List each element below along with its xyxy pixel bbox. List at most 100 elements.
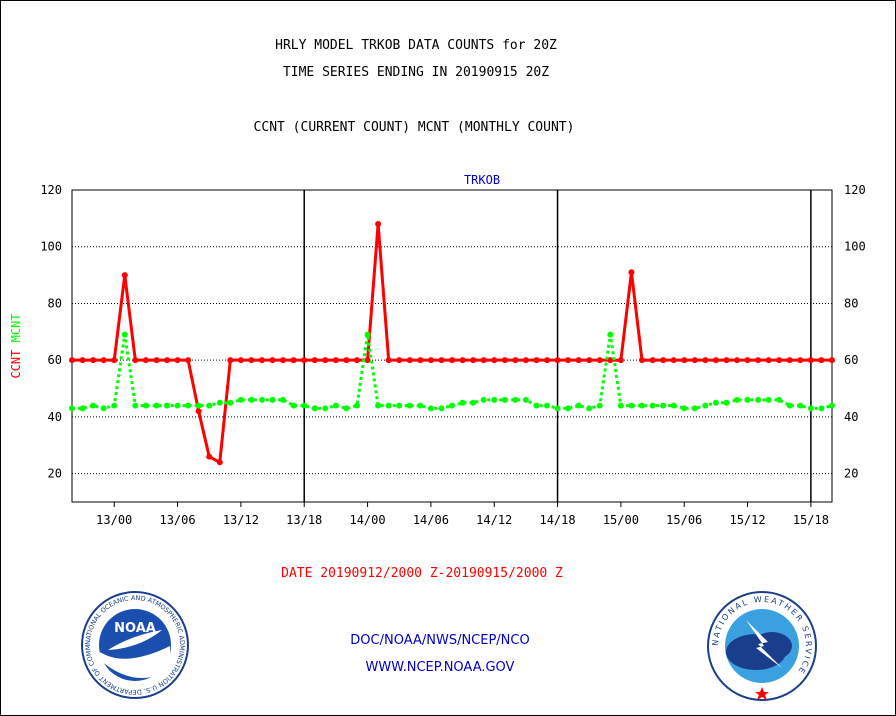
data-point-ccnt [639, 357, 645, 364]
y-tick-label-right: 40 [844, 410, 858, 424]
data-point-ccnt [354, 357, 360, 364]
data-point-ccnt [807, 357, 814, 364]
data-point-mcnt [269, 396, 276, 403]
y-tick-label-left: 120 [40, 183, 62, 197]
data-point-mcnt [132, 402, 139, 409]
data-point-ccnt [290, 357, 297, 364]
x-tick-label: 15/18 [793, 513, 829, 527]
y-tick-label-right: 60 [844, 353, 858, 367]
y-tick-label-left: 20 [48, 467, 62, 481]
data-point-mcnt [765, 396, 772, 403]
data-point-mcnt [69, 405, 75, 412]
data-point-mcnt [100, 405, 107, 412]
data-point-ccnt [248, 357, 255, 364]
nws-logo: NATIONAL WEATHER SERVICE [707, 591, 817, 701]
data-point-ccnt [533, 357, 540, 364]
data-point-ccnt [491, 357, 498, 364]
data-point-mcnt [90, 402, 97, 409]
x-tick-label: 13/06 [159, 513, 195, 527]
agency-label: DOC/NOAA/NWS/NCEP/NCO [350, 633, 530, 648]
data-point-mcnt [586, 405, 593, 412]
data-point-mcnt [533, 402, 540, 409]
data-point-mcnt [375, 402, 382, 409]
data-point-ccnt [111, 357, 118, 364]
data-point-mcnt [702, 402, 709, 409]
data-point-mcnt [311, 405, 318, 412]
data-point-mcnt [449, 402, 455, 409]
data-point-ccnt [501, 357, 508, 364]
data-point-mcnt [776, 396, 783, 403]
data-point-mcnt [596, 402, 603, 409]
data-point-ccnt [544, 357, 550, 364]
data-point-mcnt [575, 402, 582, 409]
data-point-ccnt [734, 357, 740, 364]
data-point-mcnt [142, 402, 149, 409]
data-point-mcnt [480, 396, 487, 403]
data-point-mcnt [332, 402, 339, 409]
data-point-ccnt [797, 357, 804, 364]
data-point-ccnt [575, 357, 582, 364]
data-point-ccnt [364, 357, 371, 364]
series-line-mcnt [72, 333, 833, 410]
data-point-ccnt [470, 357, 477, 364]
x-tick-label: 14/06 [413, 513, 449, 527]
data-point-ccnt [100, 357, 107, 364]
data-point-mcnt [206, 402, 213, 409]
data-point-ccnt [417, 357, 424, 364]
star-icon [755, 687, 769, 700]
chart-title-line1: HRLY MODEL TRKOB DATA COUNTS for 20Z [275, 38, 557, 53]
data-point-ccnt [449, 357, 455, 364]
data-point-mcnt [522, 396, 529, 403]
data-point-mcnt [797, 402, 804, 409]
y-tick-label-right: 120 [844, 183, 866, 197]
data-point-mcnt [280, 396, 287, 403]
data-point-mcnt [491, 396, 498, 403]
data-point-ccnt [227, 357, 234, 364]
x-tick-label: 14/12 [476, 513, 512, 527]
data-point-mcnt [829, 402, 835, 409]
data-point-ccnt [438, 357, 445, 364]
data-point-ccnt [691, 357, 698, 364]
data-point-ccnt [164, 357, 170, 364]
x-tick-label: 15/06 [666, 513, 702, 527]
website-link[interactable]: WWW.NCEP.NOAA.GOV [365, 660, 515, 675]
data-point-ccnt [702, 357, 709, 364]
data-point-ccnt [142, 357, 149, 364]
data-point-mcnt [354, 402, 360, 409]
x-tick-label: 13/00 [96, 513, 132, 527]
data-point-mcnt [660, 402, 667, 409]
data-point-mcnt [544, 402, 550, 409]
data-point-ccnt [216, 459, 223, 466]
data-point-mcnt [691, 405, 698, 412]
data-point-mcnt [427, 405, 434, 412]
data-point-ccnt [332, 357, 339, 364]
data-point-ccnt [565, 357, 572, 364]
data-point-ccnt [649, 357, 656, 364]
x-tick-label: 15/00 [603, 513, 639, 527]
data-point-mcnt [786, 402, 793, 409]
data-point-mcnt [755, 396, 762, 403]
data-point-mcnt [185, 402, 192, 409]
data-point-ccnt [681, 357, 688, 364]
data-point-ccnt [818, 357, 825, 364]
x-tick-label: 13/18 [286, 513, 322, 527]
data-point-ccnt [259, 357, 265, 364]
data-point-ccnt [132, 357, 139, 364]
y-axis-label-mcnt: MCNT [9, 313, 23, 349]
data-point-mcnt [628, 402, 635, 409]
data-point-ccnt [79, 357, 86, 364]
data-point-mcnt [396, 402, 403, 409]
data-point-mcnt [290, 402, 297, 409]
x-tick-label: 14/18 [539, 513, 575, 527]
data-point-mcnt [216, 399, 223, 406]
data-point-ccnt [322, 357, 329, 364]
chart-title-line3: CCNT (CURRENT COUNT) MCNT (MONTHLY COUNT… [253, 120, 575, 135]
data-point-mcnt [174, 402, 181, 409]
y-tick-label-left: 60 [48, 353, 62, 367]
plot-area [71, 189, 833, 503]
x-tick-label: 14/00 [349, 513, 385, 527]
data-point-ccnt [343, 357, 350, 364]
data-point-mcnt [744, 396, 751, 403]
data-point-mcnt [818, 405, 825, 412]
